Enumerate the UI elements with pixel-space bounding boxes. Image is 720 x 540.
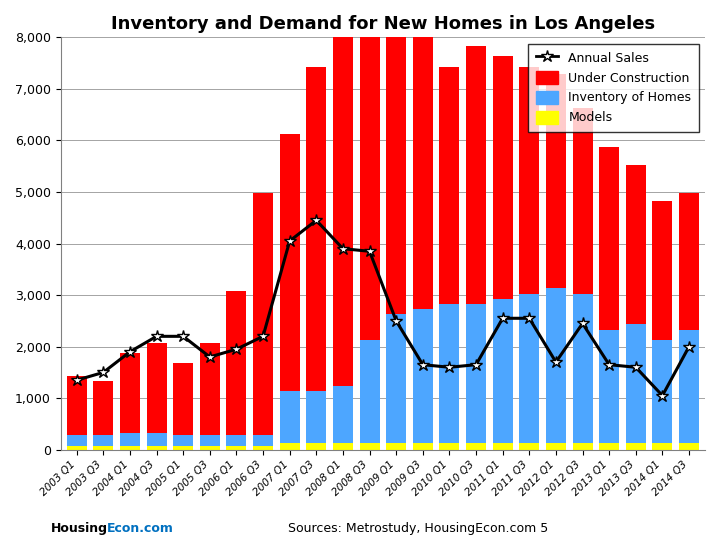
Bar (227, 446, 246, 450)
Bar (67, 446, 86, 450)
Bar (200, 435, 220, 445)
Bar (94, 435, 113, 445)
Bar (413, 25, 433, 309)
Bar (492, 299, 513, 443)
Bar (253, 446, 273, 450)
Bar (466, 304, 486, 443)
Bar (546, 288, 566, 443)
Bar (546, 75, 566, 288)
Bar (572, 443, 593, 450)
Bar (174, 363, 193, 435)
Bar (227, 291, 246, 435)
Bar (386, 443, 406, 450)
Bar (227, 435, 246, 445)
Bar (652, 443, 672, 450)
Bar (147, 342, 166, 433)
Title: Inventory and Demand for New Homes in Los Angeles: Inventory and Demand for New Homes in Lo… (111, 15, 655, 33)
Bar (94, 381, 113, 435)
Bar (572, 108, 593, 294)
Bar (492, 443, 513, 450)
Bar (174, 435, 193, 445)
Bar (439, 443, 459, 450)
Text: Sources: Metrostudy, HousingEcon.com 5: Sources: Metrostudy, HousingEcon.com 5 (288, 522, 548, 535)
Bar (120, 446, 140, 450)
Bar (679, 329, 699, 443)
Text: Econ.com: Econ.com (107, 522, 174, 535)
Bar (200, 342, 220, 435)
Bar (279, 134, 300, 392)
Bar (174, 446, 193, 450)
Bar (386, 314, 406, 443)
Bar (626, 165, 646, 325)
Bar (67, 435, 86, 445)
Bar (306, 392, 326, 443)
Bar (466, 443, 486, 450)
Bar (519, 294, 539, 443)
Bar (413, 309, 433, 443)
Bar (333, 386, 353, 443)
Bar (413, 443, 433, 450)
Bar (306, 443, 326, 450)
Bar (333, 25, 353, 386)
Bar (147, 446, 166, 450)
Bar (626, 443, 646, 450)
Bar (492, 56, 513, 299)
Bar (599, 329, 619, 443)
Bar (599, 147, 619, 329)
Bar (200, 446, 220, 450)
Bar (679, 193, 699, 329)
Bar (94, 446, 113, 450)
Bar (599, 443, 619, 450)
Bar (67, 376, 86, 435)
Bar (466, 46, 486, 304)
Bar (439, 304, 459, 443)
Bar (253, 435, 273, 445)
Bar (652, 201, 672, 340)
Bar (306, 67, 326, 391)
Bar (253, 193, 273, 435)
Bar (626, 325, 646, 443)
Bar (359, 0, 379, 340)
Text: Housing: Housing (50, 522, 107, 535)
Bar (279, 443, 300, 450)
Legend: Annual Sales, Under Construction, Inventory of Homes, Models: Annual Sales, Under Construction, Invent… (528, 44, 698, 132)
Bar (439, 67, 459, 304)
Bar (333, 443, 353, 450)
Bar (652, 340, 672, 443)
Bar (359, 340, 379, 443)
Bar (546, 443, 566, 450)
Bar (519, 443, 539, 450)
Bar (120, 433, 140, 446)
Bar (386, 0, 406, 314)
Bar (679, 443, 699, 450)
Bar (147, 433, 166, 446)
Bar (120, 353, 140, 433)
Bar (519, 67, 539, 294)
Bar (359, 443, 379, 450)
Bar (572, 294, 593, 443)
Bar (279, 392, 300, 443)
